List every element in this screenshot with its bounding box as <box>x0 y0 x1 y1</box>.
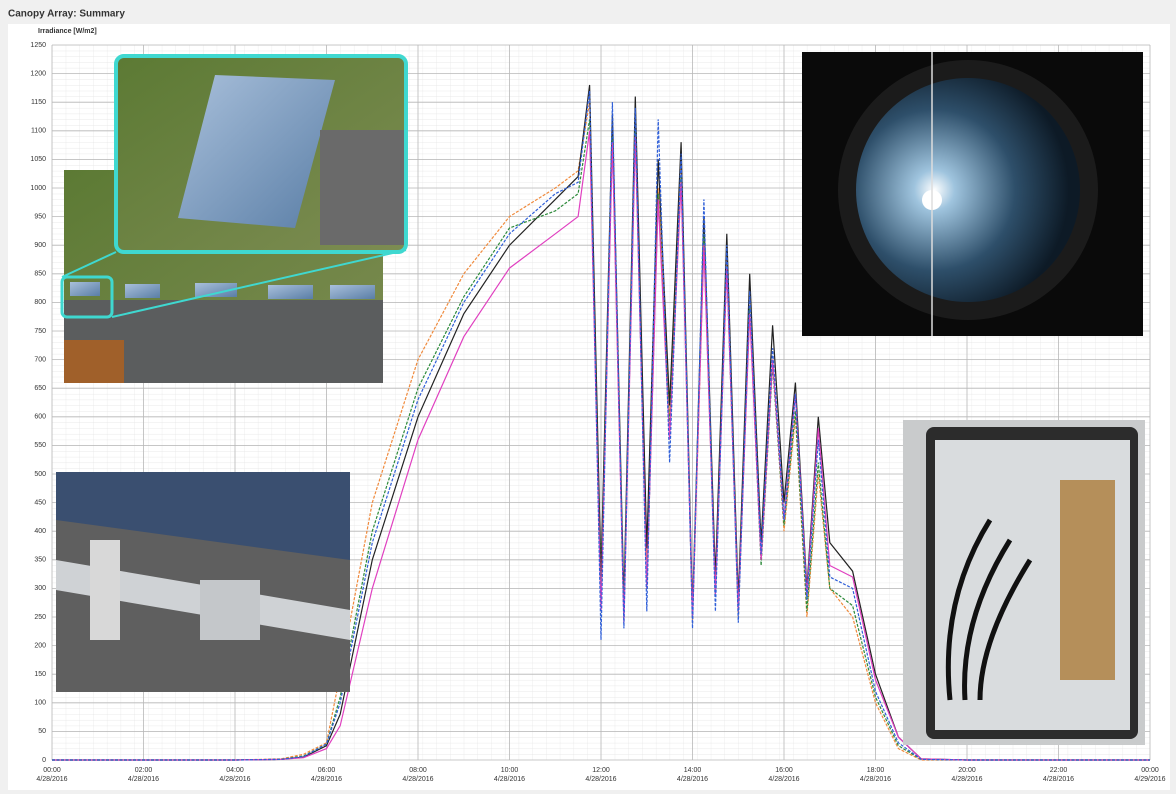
x-tick-date: 4/28/2016 <box>311 776 342 783</box>
x-tick-label: 18:00 <box>867 767 885 774</box>
x-tick-label: 04:00 <box>226 767 244 774</box>
x-tick-date: 4/28/2016 <box>860 776 891 783</box>
y-tick-label: 1150 <box>31 99 46 106</box>
x-tick-label: 22:00 <box>1050 767 1068 774</box>
x-tick-date: 4/29/2016 <box>1134 776 1165 783</box>
x-tick-label: 12:00 <box>592 767 610 774</box>
x-tick-label: 16:00 <box>775 767 793 774</box>
x-tick-label: 00:00 <box>1141 767 1159 774</box>
y-tick-label: 0 <box>42 757 46 764</box>
y-tick-label: 650 <box>34 385 46 392</box>
series-line <box>52 90 1150 761</box>
x-tick-label: 14:00 <box>684 767 702 774</box>
x-tick-date: 4/28/2016 <box>585 776 616 783</box>
y-tick-label: 50 <box>38 728 46 735</box>
x-tick-date: 4/28/2016 <box>1043 776 1074 783</box>
x-tick-date: 4/28/2016 <box>36 776 67 783</box>
y-tick-label: 1100 <box>31 128 46 135</box>
photo-combiner-box <box>903 420 1145 745</box>
y-tick-label: 400 <box>34 528 46 535</box>
x-tick-date: 4/28/2016 <box>677 776 708 783</box>
photo-sensors <box>56 472 350 692</box>
lines <box>52 84 1150 761</box>
y-tick-label: 1250 <box>30 42 46 49</box>
x-tick-date: 4/28/2016 <box>768 776 799 783</box>
y-tick-label: 1200 <box>30 70 46 77</box>
y-tick-label: 1000 <box>30 185 46 192</box>
y-tick-label: 750 <box>34 328 46 335</box>
x-tick-label: 10:00 <box>501 767 519 774</box>
y-tick-label: 550 <box>34 442 46 449</box>
y-tick-label: 850 <box>34 271 46 278</box>
x-tick-label: 06:00 <box>318 767 336 774</box>
y-tick-label: 900 <box>34 242 46 249</box>
x-tick-label: 00:00 <box>43 767 61 774</box>
y-tick-label: 1050 <box>30 156 46 163</box>
y-tick-label: 150 <box>34 671 46 678</box>
x-tick-label: 08:00 <box>409 767 427 774</box>
y-tick-label: 200 <box>34 642 46 649</box>
ticks: 0 50 100 150 200 250 300 350 400 450 500 550 600 650 7… <box>30 42 1165 783</box>
y-tick-label: 500 <box>34 471 46 478</box>
x-tick-date: 4/28/2016 <box>402 776 433 783</box>
x-tick-date: 4/28/2016 <box>219 776 250 783</box>
y-tick-label: 800 <box>34 299 46 306</box>
x-tick-label: 02:00 <box>135 767 153 774</box>
y-tick-label: 700 <box>34 356 46 363</box>
y-tick-label: 100 <box>34 700 46 707</box>
y-tick-label: 350 <box>34 557 46 564</box>
y-tick-label: 300 <box>34 585 46 592</box>
chart-title: Canopy Array: Summary <box>8 9 125 20</box>
y-tick-label: 450 <box>34 499 46 506</box>
y-tick-label: 250 <box>34 614 46 621</box>
x-tick-label: 20:00 <box>958 767 976 774</box>
series-line <box>52 84 1150 761</box>
x-tick-date: 4/28/2016 <box>128 776 159 783</box>
photo-aerial <box>60 54 408 383</box>
x-tick-date: 4/28/2016 <box>951 776 982 783</box>
y-tick-label: 950 <box>34 213 46 220</box>
x-tick-date: 4/28/2016 <box>494 776 525 783</box>
photo-sky-camera <box>802 52 1143 336</box>
y-axis-label: Irradiance [W/m2] <box>38 28 97 35</box>
y-tick-label: 600 <box>34 414 46 421</box>
series-line <box>52 102 1150 761</box>
